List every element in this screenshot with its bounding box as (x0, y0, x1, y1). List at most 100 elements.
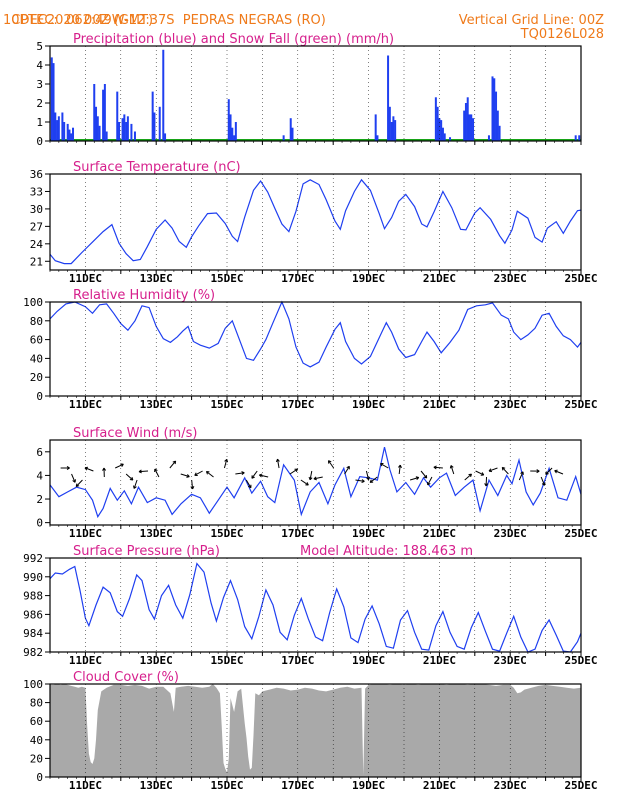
series-line-3 (49, 446, 582, 519)
date-label: 25DEC (564, 398, 597, 411)
wind-arrow (223, 459, 228, 469)
precip-bar (66, 123, 69, 141)
precip-bar (121, 118, 124, 141)
chart-annotation-4: Model Altitude: 188.463 m (300, 544, 473, 559)
chart-panel-3: Surface Wind (m/s) 0 2 4 6 11DEC 13DEC 15DEC 17D… (36, 426, 597, 540)
wind-arrow-head (545, 473, 549, 475)
wind-arrow (251, 470, 258, 479)
date-label: 21DEC (423, 398, 456, 411)
y-tick-label: 1 (36, 116, 43, 129)
wind-arrow (464, 473, 472, 481)
precip-bar (498, 125, 501, 141)
y-tick-label: 60 (30, 334, 43, 347)
y-tick-label: 24 (30, 238, 44, 251)
wind-arrow (169, 460, 177, 469)
date-label: 15DEC (210, 527, 243, 540)
wind-arrow-head (102, 467, 105, 471)
precip-bar (50, 57, 53, 141)
date-label: 23DEC (494, 779, 527, 792)
date-label: 13DEC (140, 272, 173, 285)
y-tick-label: 80 (30, 697, 43, 710)
header-grid-note: Vertical Grid Line: 00Z (458, 13, 604, 28)
precip-bar (63, 122, 66, 141)
wind-arrow (289, 468, 298, 475)
y-tick-label: 4 (36, 59, 43, 72)
wind-arrow-head (259, 474, 262, 478)
wind-arrow-head (361, 479, 365, 482)
y-tick-label: 27 (30, 220, 43, 233)
wind-arrow (488, 467, 498, 472)
wind-arrow (125, 473, 134, 481)
chart-panel-4: Surface Pressure (hPa) Model Altitude: 18… (23, 544, 597, 667)
wind-arrow (427, 476, 433, 486)
wind-arrow-head (536, 469, 540, 472)
precip-bar (578, 135, 581, 141)
precip-bar (291, 127, 294, 141)
wind-arrow (71, 473, 76, 483)
y-tick-label: 992 (23, 552, 43, 565)
precip-bar (440, 120, 443, 141)
precip-bar (472, 118, 475, 141)
wind-arrow (501, 467, 509, 475)
date-label: 23DEC (494, 527, 527, 540)
wind-arrow-head (427, 482, 431, 486)
wind-arrow-head (186, 474, 190, 477)
precip-bar (130, 123, 133, 141)
precip-bar (434, 97, 437, 141)
wind-arrow (259, 474, 269, 478)
y-tick-label: 2 (36, 493, 43, 506)
date-label: 11DEC (69, 527, 102, 540)
header-line-1: CPTEC: 062:49W-12:37S PEDRAS NEGRAS (RO) (3, 0, 326, 28)
precip-bar (231, 127, 234, 141)
precip-bar (153, 112, 156, 141)
date-label: 19DEC (352, 654, 385, 667)
wind-arrow (180, 473, 190, 478)
precip-bar (118, 122, 121, 141)
y-tick-label: 0 (36, 390, 43, 403)
wind-arrow (194, 470, 203, 476)
precip-bar (233, 135, 236, 141)
date-label: 25DEC (564, 527, 597, 540)
wind-arrow-head (488, 470, 493, 473)
wind-arrow-head (172, 460, 176, 463)
wind-arrow-head (468, 473, 472, 476)
precip-bar (164, 133, 167, 141)
wind-arrow (369, 476, 378, 483)
precip-bar (54, 112, 57, 141)
date-label: 11DEC (69, 654, 102, 667)
wind-arrow (545, 467, 553, 475)
date-label: 15DEC (210, 272, 243, 285)
precip-bar (495, 91, 498, 141)
precip-bar (96, 116, 99, 141)
date-label: 11DEC (69, 272, 102, 285)
precip-bar (103, 84, 106, 141)
wind-arrow (313, 476, 323, 480)
precip-bar (443, 133, 446, 141)
series-line-1 (49, 178, 582, 265)
precip-bar (394, 120, 397, 141)
date-label: 23DEC (494, 272, 527, 285)
precip-bar (392, 116, 395, 141)
date-label: 15DEC (210, 654, 243, 667)
chart-frame-2 (49, 301, 582, 397)
y-tick-label: 60 (30, 715, 43, 728)
precip-bar (151, 91, 154, 141)
series-line-2 (49, 300, 582, 368)
chart-title-1: Surface Temperature (nC) (73, 160, 241, 175)
precip-bar (162, 49, 165, 141)
precip-bar (463, 110, 466, 141)
wind-arrow (475, 470, 484, 476)
wind-arrow-head (433, 466, 437, 470)
wind-arrow-head (306, 482, 309, 486)
precip-bar (491, 76, 494, 141)
wind-arrow (380, 463, 389, 469)
precip-bar (374, 114, 377, 141)
date-label: 23DEC (494, 654, 527, 667)
header-model: TQ0126L028 (520, 27, 604, 42)
chart-frame-3 (49, 439, 582, 526)
date-label: 23DEC (494, 398, 527, 411)
y-tick-label: 33 (30, 185, 43, 198)
wind-arrow (235, 472, 245, 475)
wind-arrow-head (554, 470, 557, 474)
wind-arrow (133, 479, 138, 489)
